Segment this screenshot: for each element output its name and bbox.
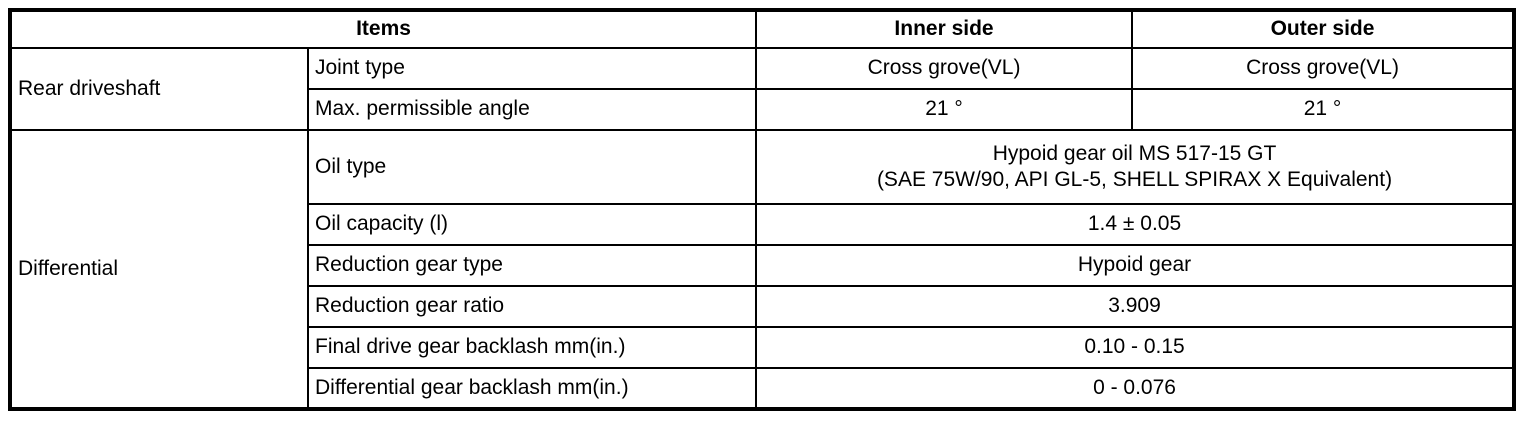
row-final-drive-gear-backlash: Final drive gear backlash mm(in.) 0.10 -… <box>10 326 1516 369</box>
value-differential-gear-backlash: 0 - 0.076 <box>755 367 1516 410</box>
row-oil-capacity: Oil capacity (l) 1.4 ± 0.05 <box>10 203 1516 246</box>
row-reduction-gear-type: Reduction gear type Hypoid gear <box>10 244 1516 287</box>
value-reduction-gear-ratio: 3.909 <box>755 285 1516 328</box>
row-joint-type: Rear driveshaft Joint type Cross grove(V… <box>9 47 1516 131</box>
item-max-permissible-angle: Max. permissible angle <box>306 88 758 131</box>
row-differential-gear-backlash: Differential gear backlash mm(in.) 0 - 0… <box>10 367 1516 410</box>
group-label-rear-driveshaft: Rear driveshaft <box>9 47 309 131</box>
value-max-angle-inner: 21 ° <box>755 88 1134 131</box>
item-reduction-gear-type: Reduction gear type <box>306 244 758 287</box>
item-oil-capacity: Oil capacity (l) <box>306 203 758 246</box>
value-oil-type: Hypoid gear oil MS 517-15 GT (SAE 75W/90… <box>755 129 1516 205</box>
header-outer-side: Outer side <box>1131 9 1516 49</box>
value-joint-type-inner: Cross grove(VL) <box>755 47 1134 90</box>
value-max-angle-outer: 21 ° <box>1131 88 1516 131</box>
header-inner-side: Inner side <box>755 9 1134 49</box>
row-oil-type: Differential Oil type Hypoid gear oil MS… <box>9 129 1516 410</box>
item-differential-gear-backlash: Differential gear backlash mm(in.) <box>306 367 758 410</box>
item-final-drive-gear-backlash: Final drive gear backlash mm(in.) <box>306 326 758 369</box>
item-oil-type: Oil type <box>306 129 758 205</box>
item-reduction-gear-ratio: Reduction gear ratio <box>306 285 758 328</box>
value-reduction-gear-type: Hypoid gear <box>755 244 1516 287</box>
value-oil-type-line1: Hypoid gear oil MS 517-15 GT <box>992 141 1277 165</box>
value-final-drive-gear-backlash: 0.10 - 0.15 <box>755 326 1516 369</box>
header-items: Items <box>8 9 758 49</box>
item-joint-type: Joint type <box>306 47 758 90</box>
value-joint-type-outer: Cross grove(VL) <box>1131 47 1516 90</box>
value-oil-type-line2: (SAE 75W/90, API GL-5, SHELL SPIRAX X Eq… <box>876 168 1393 191</box>
driveshaft-differential-spec-table: Items Inner side Outer side Rear drivesh… <box>8 8 1517 411</box>
group-label-differential: Differential <box>9 129 309 410</box>
row-max-permissible-angle: Max. permissible angle 21 ° 21 ° <box>10 88 1516 131</box>
row-reduction-gear-ratio: Reduction gear ratio 3.909 <box>10 285 1516 328</box>
value-oil-capacity: 1.4 ± 0.05 <box>755 203 1516 246</box>
header-row: Items Inner side Outer side <box>8 9 1516 49</box>
